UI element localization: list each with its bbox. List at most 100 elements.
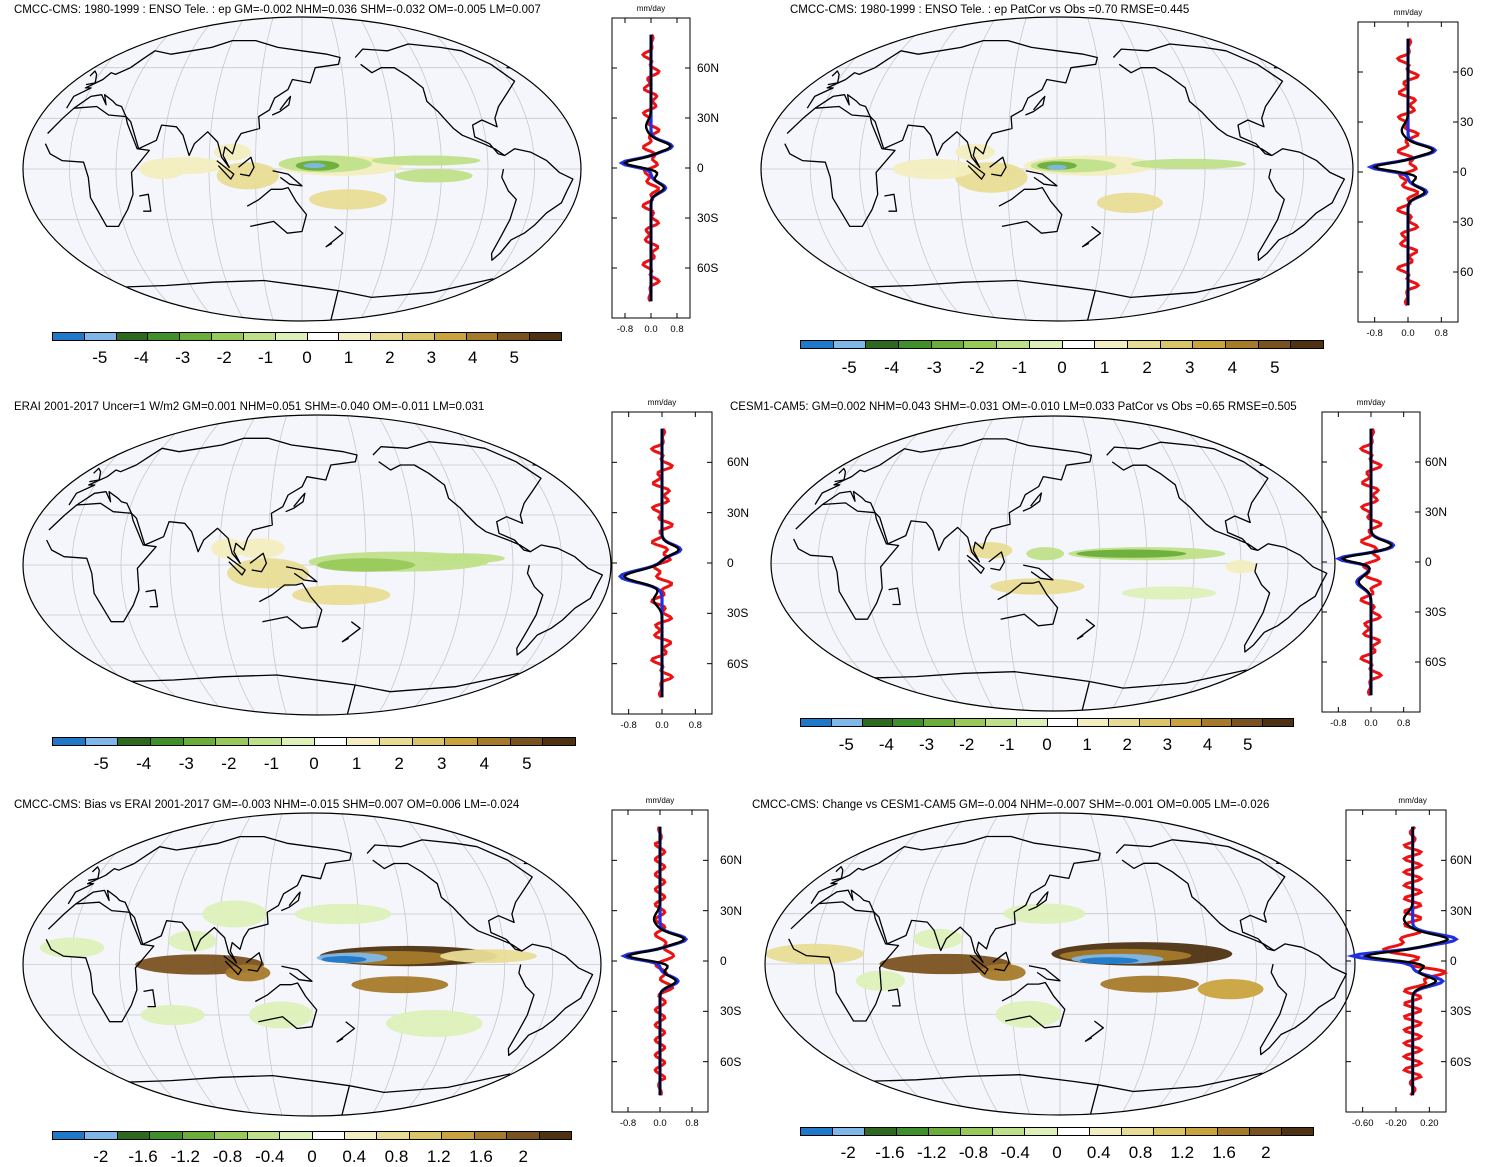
colorbar [52,737,576,746]
colorbar-label: 4 [479,754,490,773]
profile-lat-label: 60S [1425,655,1447,669]
colorbar-swatch [801,719,832,726]
colorbar-swatch [539,1132,571,1139]
colorbar-swatch [442,1132,475,1139]
colorbar-label: 5 [1242,735,1253,754]
colorbar-label: 0 [1052,1143,1062,1162]
colorbar-label: 2 [385,348,395,367]
profile-obs-line [622,34,672,302]
panel-title: CESM1-CAM5: GM=0.002 NHM=0.043 SHM=-0.03… [730,401,1297,413]
colorbar-swatch [961,1128,994,1135]
colorbar-swatch [964,341,998,348]
colorbar-swatch [466,333,499,340]
profile-value-label: 0.8 [685,1118,699,1129]
colorbar-label: 1.6 [1212,1143,1236,1162]
colorbar-swatch [897,1128,930,1135]
colorbar-swatch [1160,341,1194,348]
profile-value-label: 0.0 [1401,328,1415,339]
colorbar-swatch [151,738,184,745]
panel-title: CMCC-CMS: Change vs CESM1-CAM5 GM=-0.004… [752,799,1270,811]
colorbar-label: 0 [302,348,312,367]
colorbar-label: 5 [522,754,532,773]
colorbar-swatch [801,341,834,348]
colorbar-label: 5 [1270,358,1280,377]
colorbar-label: 4 [1227,358,1238,377]
profile-value-label: -0.20 [1385,1118,1407,1129]
profile-lat-label: 0 [1425,555,1432,569]
colorbar-swatch [1057,1128,1090,1135]
colorbar-swatch [865,1128,898,1135]
colorbar-label: -0.8 [212,1147,243,1166]
colorbar-swatch [85,738,119,745]
colorbar-swatch [1258,341,1292,348]
colorbar-swatch [412,738,446,745]
profile-lat-label: 30S [727,606,749,621]
profile-lat-label: 60N [1425,455,1448,469]
colorbar-swatch [312,1132,345,1139]
map-robinson [22,414,612,716]
colorbar-label: -3 [919,735,935,754]
colorbar-swatch [1095,341,1128,348]
colorbar-swatch [1139,719,1171,726]
colorbar-swatch [216,738,250,745]
colorbar-swatch [831,719,863,726]
colorbar-swatch [931,341,965,348]
profile-obs-line [1372,38,1435,306]
colorbar-label: 1.6 [469,1147,493,1166]
colorbar-label: 0 [1057,358,1067,377]
colorbar-swatch [866,341,900,348]
colorbar-swatch [530,333,561,340]
colorbar-swatch [344,1132,378,1139]
colorbar-swatch [180,333,213,340]
map-robinson [760,16,1354,322]
profile-value-label: 0.0 [653,1118,667,1129]
colorbar-swatch [929,1128,962,1135]
colorbar-label: -0.4 [255,1147,285,1166]
colorbar-label: -4 [878,735,894,754]
colorbar-swatch [1201,719,1233,726]
colorbar-label: -0.4 [1000,1143,1030,1162]
colorbar-label: -2 [221,754,237,773]
colorbar-label: -1 [258,348,274,367]
profile-lat-label: 60S [1450,1054,1472,1069]
profile-value-label: 0.0 [644,324,658,335]
colorbar-swatch [474,1132,508,1139]
colorbar-label: 1 [1099,358,1110,377]
profile-value-label: 0.8 [688,720,702,731]
colorbar-label: 2 [394,754,404,773]
colorbar-label: 1 [1082,735,1092,754]
profile-units: mm/day [645,796,675,805]
colorbar-swatch [249,738,282,745]
colorbar-swatch [1185,1128,1218,1135]
colorbar-swatch [1263,719,1293,726]
profile-units: mm/day [647,398,677,407]
colorbar-swatch [1078,719,1110,726]
colorbar-swatch [477,738,511,745]
profile-obs-line [625,826,686,1096]
profile-lat-label: 60N [720,853,743,868]
profile-lat-label: 60 [1460,265,1474,279]
colorbar-swatch [899,341,932,348]
profile-lat-label: 30N [1450,903,1473,918]
colorbar-swatch [402,333,435,340]
colorbar [800,718,1294,727]
profile-lat-label: 60S [697,261,719,275]
colorbar-label: 1 [343,348,354,367]
colorbar-label: -5 [841,358,857,377]
map-robinson [764,812,1356,1116]
colorbar-swatch [371,333,403,340]
profile-lat-label: 60S [727,656,749,671]
colorbar-label: -1 [999,735,1015,754]
colorbar-label: 2 [1142,358,1152,377]
colorbar [800,1127,1314,1136]
colorbar-swatch [148,333,181,340]
colorbar-label: -1.2 [170,1147,200,1166]
profile-lat-label: 30S [720,1004,742,1019]
profile-difference-line [1358,427,1384,697]
colorbar-swatch [1249,1128,1282,1135]
colorbar-swatch [445,738,478,745]
colorbar-label: 2 [1122,735,1132,754]
profile-units: mm/day [636,4,666,13]
profile-lat-label: 60S [720,1054,742,1069]
zonal-mean-profile [611,411,713,715]
